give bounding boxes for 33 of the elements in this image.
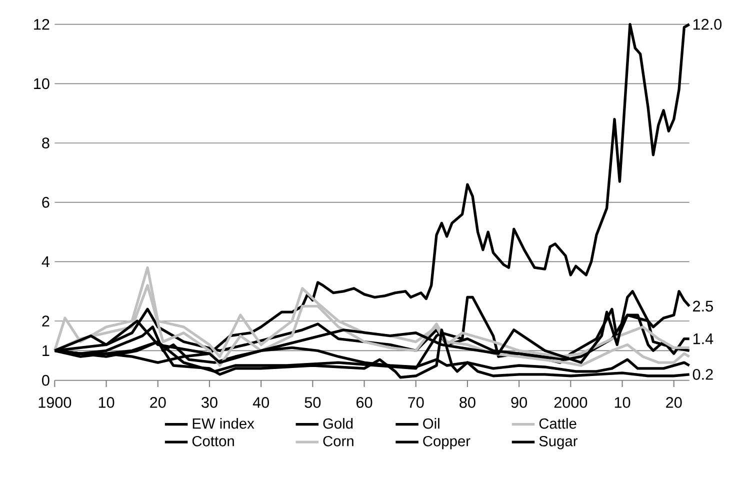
x-tick-label: 20 bbox=[150, 397, 166, 408]
legend-label: Corn bbox=[323, 436, 354, 446]
x-tick-label: 10 bbox=[614, 397, 630, 408]
legend-label: Sugar bbox=[539, 436, 578, 450]
x-tick-label: 90 bbox=[511, 397, 527, 408]
y-tick-label: 4 bbox=[42, 256, 50, 267]
data-label: 1.4 bbox=[693, 334, 714, 344]
y-tick-label: 0 bbox=[42, 374, 50, 386]
x-tick-label: 20 bbox=[666, 397, 682, 408]
legend-label: Copper bbox=[423, 436, 470, 450]
x-tick-label: 2000 bbox=[554, 397, 588, 408]
legend-label: Oil bbox=[423, 418, 440, 429]
legend-label: EW index bbox=[192, 418, 254, 429]
x-tick-label: 1900 bbox=[38, 397, 72, 408]
x-tick-label: 50 bbox=[304, 397, 321, 408]
y-tick-label: 8 bbox=[42, 138, 50, 148]
y-tick-label: 6 bbox=[42, 196, 50, 208]
data-label: 0.2 bbox=[692, 368, 713, 380]
legend-label: Gold bbox=[323, 418, 353, 429]
x-tick-label: 40 bbox=[252, 397, 269, 408]
data-label: 12.0 bbox=[693, 18, 722, 30]
y-tick-label: 1 bbox=[42, 345, 50, 356]
x-tick-label: 70 bbox=[408, 397, 424, 408]
data-label: 2.5 bbox=[693, 300, 713, 312]
x-tick-label: 80 bbox=[460, 397, 476, 408]
x-tick-label: 30 bbox=[202, 397, 218, 408]
x-tick-label: 60 bbox=[356, 397, 372, 408]
y-tick-label: 10 bbox=[34, 78, 50, 90]
legend-label: Cattle bbox=[539, 418, 576, 429]
x-tick-label: 10 bbox=[98, 397, 114, 408]
y-tick-label: 2 bbox=[42, 316, 50, 326]
y-tick-label: 12 bbox=[34, 18, 50, 30]
legend-label: Cotton bbox=[192, 436, 234, 446]
